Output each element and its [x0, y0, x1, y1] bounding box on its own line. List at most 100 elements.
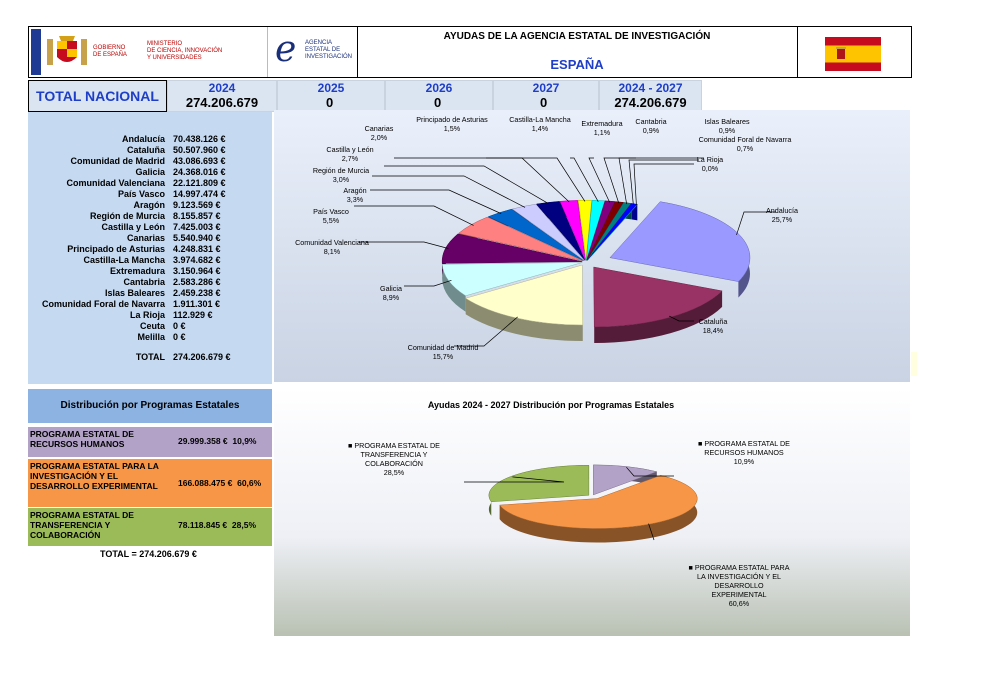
region-row: Principado de Asturias 4.248.831 € [28, 244, 272, 255]
region-row: La Rioja 112.929 € [28, 310, 272, 321]
spain-flag-icon [825, 37, 881, 71]
slice-label: COLABORACIÓN [365, 459, 423, 468]
slice-percent: 1,5% [444, 124, 461, 133]
region-value: 1.911.301 € [173, 299, 221, 309]
header: GOBIERNO DE ESPAÑA MINISTERIO DE CIENCIA, … [28, 26, 912, 78]
programs-pie-chart: Ayudas 2024 - 2027 Distribución por Prog… [274, 388, 910, 636]
leader-line [404, 280, 452, 287]
leader-line [626, 466, 674, 477]
pie-slice-side [499, 475, 698, 543]
year-value: 0 [434, 95, 442, 110]
slice-label: País Vasco [313, 207, 349, 216]
region-name: País Vasco [117, 189, 165, 199]
year-value: 274.206.679 [614, 95, 687, 110]
pie-slice [559, 200, 586, 261]
region-list: Andalucía 70.438.126 € Cataluña 50.507.960 … [28, 112, 272, 384]
program-row-rrhh: PROGRAMA ESTATAL DE RECURSOS HUMANOS 29.… [28, 427, 272, 457]
slice-percent: 1,4% [532, 124, 549, 133]
region-name: Islas Baleares [104, 288, 165, 298]
slice-label: ■ PROGRAMA ESTATAL DE [698, 439, 790, 448]
region-name: Comunidad de Madrid [70, 156, 166, 166]
slice-label: Extremadura [581, 119, 622, 128]
leader-line [669, 315, 694, 322]
region-row: Extremadura 3.150.964 € [28, 266, 272, 277]
year-box-2025: 2025 0 [277, 80, 385, 112]
slice-label: Andalucía [766, 206, 798, 215]
year-label: 2025 [317, 81, 345, 95]
year-box-2024: 2024 274.206.679 [167, 80, 277, 112]
program-row-transfer: PROGRAMA ESTATAL DE TRANSFERENCIA Y COLA… [28, 508, 272, 546]
year-box-2027: 2027 0 [493, 80, 599, 112]
slice-label: Castilla-La Mancha [509, 115, 571, 124]
eu-flag-icon [31, 29, 41, 75]
pie-slice-side [442, 264, 466, 312]
slice-label: Cantabria [635, 117, 666, 126]
leader-line [359, 241, 449, 249]
country-title: ESPAÑA [550, 57, 604, 72]
leader-line [588, 157, 610, 203]
region-name: Región de Murcia [89, 211, 165, 221]
slice-percent: 5,5% [323, 216, 340, 225]
region-row: Comunidad Foral de Navarra 1.911.301 € [28, 299, 272, 310]
year-box-2026: 2026 0 [385, 80, 493, 112]
region-value: 5.540.940 € [173, 233, 221, 243]
pie-slice-side [594, 290, 723, 344]
programs-total: TOTAL = 274.206.679 € [100, 549, 197, 559]
region-name: Andalucía [121, 134, 165, 144]
regions-total-label: TOTAL [135, 352, 165, 362]
program-name: PROGRAMA ESTATAL DE RECURSOS HUMANOS [30, 429, 134, 449]
leader-line [372, 175, 526, 208]
region-name: Cantabria [123, 277, 165, 287]
slice-label: Comunidad Valenciana [295, 238, 369, 247]
agency-logo: e AGENCIA ESTATAL DE INVESTIGACIÓN [267, 27, 358, 77]
region-row: Cantabria 2.583.286 € [28, 277, 272, 288]
total-nacional-label: TOTAL NACIONAL [28, 80, 167, 112]
slice-percent: 3,3% [347, 195, 364, 204]
region-row: Castilla-La Mancha 3.974.682 € [28, 255, 272, 266]
program-value: 166.088.475 € 60,6% [178, 478, 262, 488]
region-value: 8.155.857 € [173, 211, 221, 221]
slice-label: Principado de Asturias [416, 115, 488, 124]
region-value: 2.583.286 € [173, 277, 221, 287]
region-name: Galicia [135, 167, 165, 177]
programs-header: Distribución por Programas Estatales [28, 389, 272, 423]
region-value: 14.997.474 € [173, 189, 226, 199]
leader-line [394, 157, 570, 203]
slice-label: TRANSFERENCIA Y [361, 450, 428, 459]
leader-line [628, 159, 699, 206]
slice-label: ■ PROGRAMA ESTATAL DE [348, 441, 440, 450]
slice-percent: 0,7% [737, 144, 754, 153]
region-value: 50.507.960 € [173, 145, 226, 155]
regions-pie-chart: Andalucía 25,7% Cataluña 18,4% Comunidad de … [274, 110, 910, 382]
region-name: Extremadura [109, 266, 165, 276]
leader-line [370, 189, 502, 214]
region-value: 22.121.809 € [173, 178, 226, 188]
pie-slice [441, 233, 583, 264]
slice-label: Aragón [343, 186, 366, 195]
slice-label: Castilla y León [326, 145, 373, 154]
region-name: Ceuta [139, 321, 165, 331]
leader-line [736, 211, 776, 236]
slice-label: LA INVESTIGACIÓN Y EL [697, 572, 781, 581]
coat-of-arms-icon [47, 36, 87, 65]
pie-slice [488, 464, 590, 503]
flag-box [797, 27, 911, 77]
slice-label: Islas Baleares [704, 117, 750, 126]
page-title: AYUDAS DE LA AGENCIA ESTATAL DE INVESTIG… [443, 31, 711, 42]
region-value: 24.368.016 € [173, 167, 226, 177]
region-row: Ceuta 0 € [28, 321, 272, 332]
slice-percent: 2,7% [342, 154, 359, 163]
region-value: 70.438.126 € [173, 134, 226, 144]
year-value: 0 [326, 95, 334, 110]
region-row: Comunidad de Madrid 43.086.693 € [28, 156, 272, 167]
region-row: Cataluña 50.507.960 € [28, 145, 272, 156]
region-value: 2.459.238 € [173, 288, 221, 298]
slice-percent: 25,7% [772, 215, 793, 224]
year-value: 0 [540, 95, 548, 110]
slice-label: ■ PROGRAMA ESTATAL PARA [689, 563, 790, 572]
slice-percent: 2,0% [371, 133, 388, 142]
leader-line [570, 157, 599, 202]
leader-line [384, 165, 549, 204]
slice-label: DESARROLLO [714, 581, 764, 590]
